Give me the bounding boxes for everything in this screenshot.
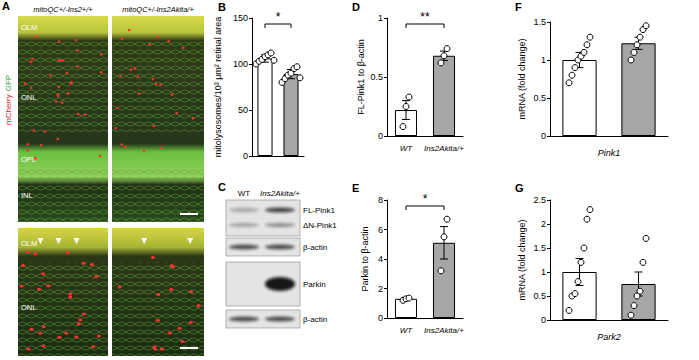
svg-text:β-actin: β-actin xyxy=(303,243,327,252)
svg-text:150: 150 xyxy=(233,13,248,23)
svg-text:FL-Pink1: FL-Pink1 xyxy=(303,206,336,215)
svg-text:0: 0 xyxy=(541,315,546,325)
svg-text:2: 2 xyxy=(378,284,383,294)
svg-text:2: 2 xyxy=(541,219,546,229)
svg-text:Pink1: Pink1 xyxy=(598,148,621,158)
svg-text:6: 6 xyxy=(378,225,383,235)
svg-text:ONL: ONL xyxy=(21,93,36,102)
svg-text:8: 8 xyxy=(378,195,383,205)
svg-text:Park2: Park2 xyxy=(597,332,621,342)
svg-text:Ins2Akita/+: Ins2Akita/+ xyxy=(424,326,464,335)
svg-text:Ins2Akita/+: Ins2Akita/+ xyxy=(260,189,300,198)
svg-text:mitoQC+/-Ins2Akita/+: mitoQC+/-Ins2Akita/+ xyxy=(122,5,194,14)
svg-text:50: 50 xyxy=(238,105,248,115)
svg-text:**: ** xyxy=(420,10,430,24)
svg-text:A: A xyxy=(2,0,10,12)
svg-text:mitolysosomes/10³ μm² retinal: mitolysosomes/10³ μm² retinal area xyxy=(213,17,223,158)
svg-text:ΔN-Pink1: ΔN-Pink1 xyxy=(303,221,337,230)
svg-text:1.5: 1.5 xyxy=(533,243,546,253)
svg-text:D: D xyxy=(352,1,360,13)
svg-text:1: 1 xyxy=(378,13,383,23)
svg-text:0: 0 xyxy=(541,131,546,141)
svg-text:Parkin: Parkin xyxy=(303,280,326,289)
svg-text:Ins2Akita/+: Ins2Akita/+ xyxy=(424,144,464,153)
svg-text:F: F xyxy=(515,1,522,13)
svg-text:2.5: 2.5 xyxy=(533,195,546,205)
svg-text:OLM: OLM xyxy=(21,23,37,32)
svg-text:100: 100 xyxy=(233,59,248,69)
svg-text:WT: WT xyxy=(400,326,414,335)
svg-text:OPL: OPL xyxy=(21,155,36,164)
svg-text:*: * xyxy=(276,10,281,24)
svg-text:0.5: 0.5 xyxy=(370,72,383,82)
svg-text:0: 0 xyxy=(378,131,383,141)
svg-text:β-actin: β-actin xyxy=(303,315,327,324)
svg-text:mitoQC+/-Ins2+/+: mitoQC+/-Ins2+/+ xyxy=(33,5,93,14)
svg-text:B: B xyxy=(218,1,226,13)
svg-text:1: 1 xyxy=(541,55,546,65)
svg-text:FL-Pink1 to β-actin: FL-Pink1 to β-actin xyxy=(356,39,366,115)
svg-text:0.5: 0.5 xyxy=(533,291,546,301)
svg-text:0: 0 xyxy=(378,313,383,323)
svg-text:WT: WT xyxy=(238,189,251,198)
svg-text:mRNA (fold change): mRNA (fold change) xyxy=(517,219,527,300)
svg-text:WT: WT xyxy=(400,144,414,153)
svg-text:0: 0 xyxy=(243,151,248,161)
svg-text:mCherryGFP: mCherryGFP xyxy=(4,75,13,125)
svg-text:4: 4 xyxy=(378,254,383,264)
svg-text:Parkin to β-actin: Parkin to β-actin xyxy=(360,226,370,291)
svg-text:1: 1 xyxy=(541,267,546,277)
svg-text:mRNA (fold change): mRNA (fold change) xyxy=(517,38,527,119)
svg-text:*: * xyxy=(423,192,428,206)
svg-text:C: C xyxy=(218,181,226,193)
svg-text:INL: INL xyxy=(21,191,33,200)
svg-text:ONL: ONL xyxy=(21,303,36,312)
svg-text:G: G xyxy=(515,182,524,194)
svg-text:0.5: 0.5 xyxy=(533,93,546,103)
svg-text:E: E xyxy=(352,182,359,194)
svg-text:1.5: 1.5 xyxy=(533,17,546,27)
svg-text:OLM: OLM xyxy=(21,239,37,248)
